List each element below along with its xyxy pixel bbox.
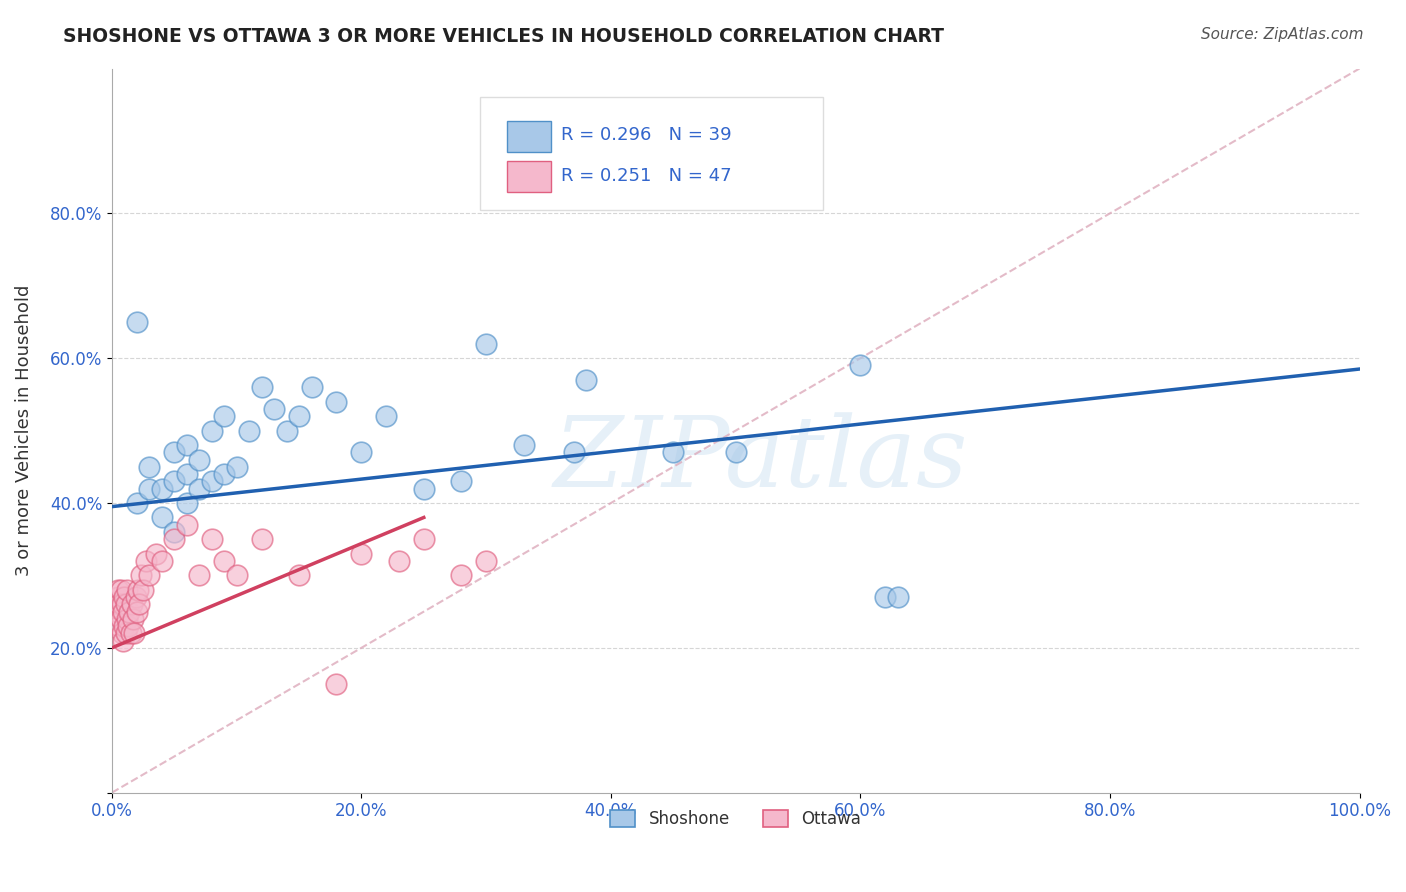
Point [875,590,897,604]
Point [163,532,186,546]
Point [724,445,747,459]
Point [225,568,247,582]
Point [301,380,323,394]
Point [112,619,135,633]
Point [163,524,186,539]
Point [201,424,224,438]
Point [288,568,311,582]
Point [212,554,235,568]
Legend: Shoshone, Ottawa: Shoshone, Ottawa [603,804,868,835]
FancyBboxPatch shape [508,161,551,192]
Point [135,554,157,568]
Point [107,605,129,619]
Point [108,598,131,612]
Point [111,598,134,612]
Point [107,590,129,604]
Point [176,467,198,481]
Point [288,409,311,423]
Point [849,359,872,373]
Point [412,482,434,496]
Point [114,598,136,612]
Point [129,568,152,582]
Point [212,409,235,423]
Text: SHOSHONE VS OTTAWA 3 OR MORE VEHICLES IN HOUSEHOLD CORRELATION CHART: SHOSHONE VS OTTAWA 3 OR MORE VEHICLES IN… [63,27,945,45]
Point [118,605,141,619]
Point [138,482,160,496]
Point [150,554,173,568]
Point [176,438,198,452]
Text: Source: ZipAtlas.com: Source: ZipAtlas.com [1201,27,1364,42]
Point [201,475,224,489]
Point [163,445,186,459]
Point [887,590,910,604]
Point [188,482,211,496]
Point [188,452,211,467]
Point [475,336,498,351]
Point [127,582,149,597]
Point [125,605,148,619]
FancyBboxPatch shape [479,97,823,210]
Point [121,598,143,612]
Point [276,424,298,438]
Point [250,532,273,546]
Point [375,409,398,423]
Text: R = 0.251   N = 47: R = 0.251 N = 47 [561,167,731,185]
Point [111,626,134,640]
Point [107,582,129,597]
Point [115,582,138,597]
Point [350,445,373,459]
Point [114,626,136,640]
Point [575,373,598,387]
Point [124,590,146,604]
Point [212,467,235,481]
Point [225,459,247,474]
Point [112,605,135,619]
Point [122,612,145,626]
Point [112,633,135,648]
Point [110,612,132,626]
Point [132,582,155,597]
Point [150,482,173,496]
Point [201,532,224,546]
Point [128,598,150,612]
Point [112,590,135,604]
Point [188,568,211,582]
Point [138,459,160,474]
Point [250,380,273,394]
Point [138,568,160,582]
Point [176,517,198,532]
Point [512,438,534,452]
Text: R = 0.296   N = 39: R = 0.296 N = 39 [561,126,731,145]
Point [325,394,347,409]
Point [350,547,373,561]
Point [110,582,132,597]
Point [125,315,148,329]
Point [388,554,411,568]
Point [475,554,498,568]
Point [145,547,167,561]
Point [412,532,434,546]
Point [124,626,146,640]
Point [263,401,285,416]
Point [115,612,138,626]
FancyBboxPatch shape [508,121,551,152]
Point [150,510,173,524]
Point [450,568,472,582]
Point [108,619,131,633]
Point [662,445,685,459]
Point [325,677,347,691]
Point [117,619,139,633]
Point [120,626,142,640]
Point [176,496,198,510]
Point [450,475,472,489]
Point [163,475,186,489]
Y-axis label: 3 or more Vehicles in Household: 3 or more Vehicles in Household [15,285,32,576]
Text: ZIPatlas: ZIPatlas [554,412,967,508]
Point [562,445,585,459]
Point [125,496,148,510]
Point [238,424,260,438]
